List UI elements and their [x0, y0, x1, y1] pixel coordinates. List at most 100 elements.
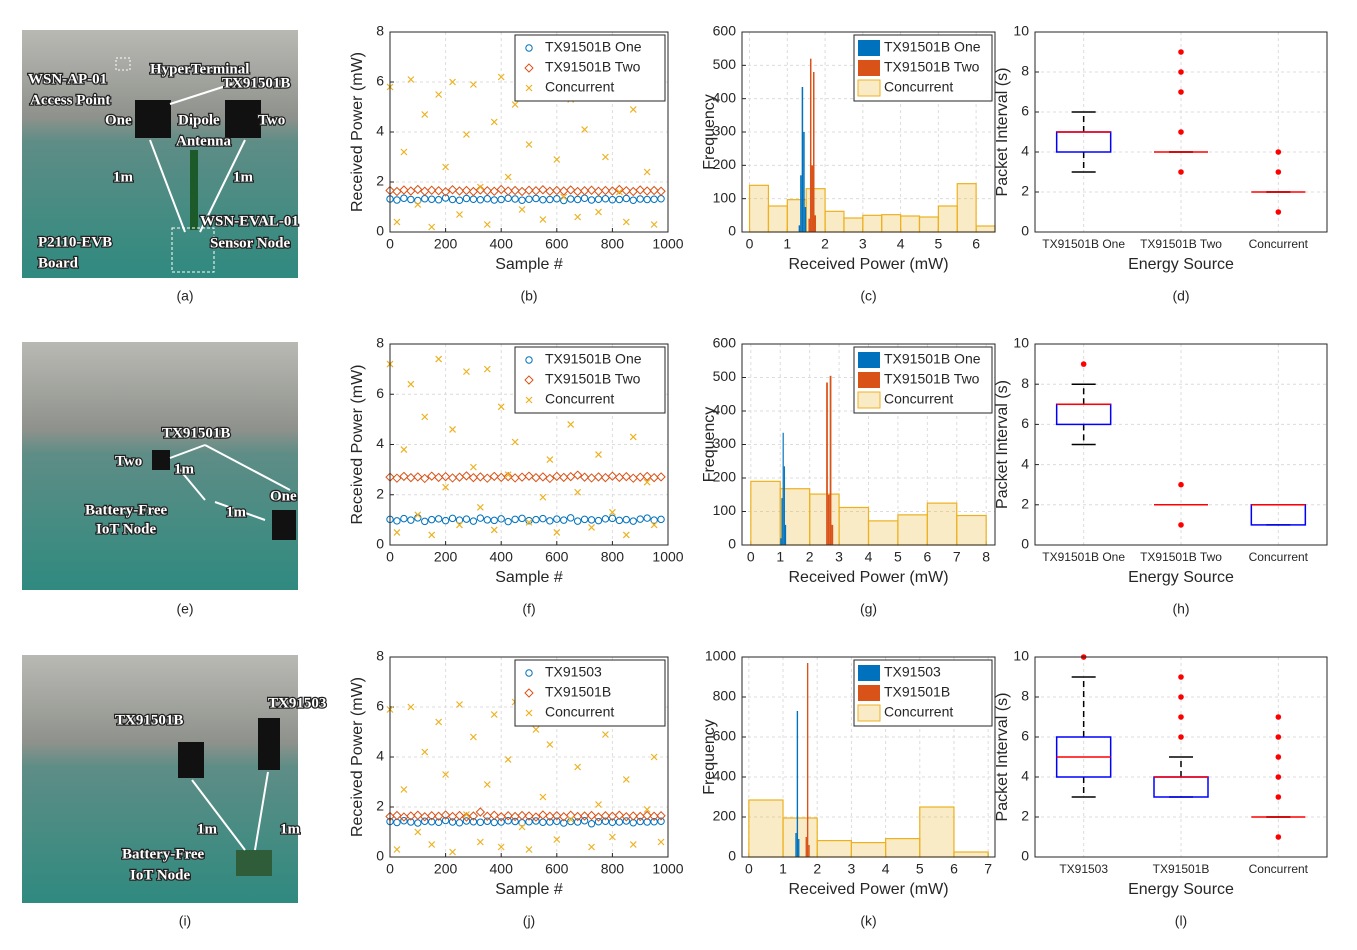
- legend-swatch: [857, 704, 881, 722]
- legend-box: [514, 659, 666, 727]
- point: [400, 786, 408, 793]
- point: [518, 206, 526, 213]
- point: [406, 811, 416, 821]
- point: [595, 801, 602, 808]
- point: [573, 517, 582, 525]
- x-tick-label: 1000: [652, 861, 683, 877]
- bar: [795, 833, 797, 857]
- point: [447, 473, 458, 483]
- legend-label: TX91501B: [545, 684, 611, 700]
- legend-label: TX91501B: [884, 684, 950, 700]
- photo-label: Battery-Free: [85, 502, 168, 518]
- x-tick-label: TX91501B Two: [1140, 550, 1222, 564]
- point: [615, 516, 624, 525]
- axes-frame: [389, 343, 669, 546]
- x-tick-label: 800: [601, 236, 625, 252]
- point: [560, 819, 568, 827]
- point: [629, 106, 637, 113]
- point: [406, 186, 416, 196]
- y-tick-label: 800: [713, 688, 737, 704]
- y-tick-label: 6: [376, 385, 384, 401]
- bar: [801, 87, 804, 232]
- photo-label: HyperTerminal: [150, 61, 249, 77]
- point: [538, 810, 548, 820]
- point: [511, 195, 519, 203]
- point: [622, 776, 630, 783]
- x-tick-label: 200: [434, 236, 458, 252]
- point: [442, 163, 450, 171]
- point: [510, 473, 520, 483]
- point: [642, 810, 652, 821]
- x-tick-label: 8: [982, 549, 990, 565]
- point: [511, 817, 519, 826]
- x-axis-label: Sample #: [495, 256, 563, 273]
- bar: [800, 175, 802, 232]
- point: [449, 78, 456, 86]
- x-tick-label: 200: [434, 861, 458, 877]
- legend-swatch: [858, 352, 880, 368]
- legend-label: Concurrent: [545, 704, 614, 720]
- point: [531, 472, 541, 483]
- x-tick-label: 400: [490, 549, 514, 565]
- y-tick-label: 4: [376, 123, 384, 139]
- point: [476, 514, 485, 522]
- point: [435, 91, 443, 98]
- point: [483, 195, 491, 203]
- point: [462, 515, 471, 523]
- y-axis-label: Packet Interval (s): [994, 68, 1011, 197]
- point: [649, 811, 659, 821]
- photo-label: IoT Node: [96, 521, 156, 537]
- point: [456, 211, 463, 218]
- photo-label: 1m: [174, 461, 195, 477]
- x-tick-label: 5: [894, 549, 902, 565]
- legend-label: TX91501B One: [545, 39, 642, 55]
- legend-box: [514, 346, 666, 414]
- point: [594, 516, 603, 525]
- point: [552, 185, 562, 196]
- bar: [811, 165, 813, 232]
- x-axis-label: Energy Source: [1128, 569, 1234, 586]
- x-tick-label: TX91503: [1059, 862, 1108, 876]
- point: [565, 471, 576, 482]
- y-tick-label: 200: [713, 808, 737, 824]
- x-tick-label: 1: [779, 861, 787, 877]
- y-tick-label: 0: [1021, 536, 1029, 552]
- x-tick-label: Concurrent: [1249, 237, 1309, 251]
- point: [504, 471, 512, 479]
- arrow: [169, 444, 291, 521]
- point: [629, 841, 637, 848]
- legend-label: TX91501B Two: [545, 59, 641, 75]
- point: [468, 472, 479, 483]
- photo-label: 1m: [113, 169, 134, 185]
- point: [538, 472, 548, 482]
- point: [572, 811, 583, 822]
- point: [490, 526, 498, 534]
- point: [593, 472, 604, 482]
- bar: [782, 432, 784, 545]
- bar: [750, 480, 781, 546]
- point: [421, 111, 429, 118]
- flier: [1275, 169, 1282, 175]
- caption: (l): [1175, 913, 1187, 929]
- point: [421, 517, 429, 526]
- flier: [1275, 754, 1282, 760]
- x-tick-label: 3: [835, 549, 843, 565]
- point: [602, 153, 609, 161]
- point: [539, 493, 547, 501]
- x-tick-label: 800: [601, 549, 625, 565]
- legend-label: Concurrent: [545, 79, 614, 95]
- point: [428, 223, 436, 231]
- x-tick-label: 6: [972, 236, 980, 252]
- point: [649, 185, 659, 196]
- point: [614, 810, 625, 820]
- point: [643, 806, 651, 813]
- legend-swatch: [857, 79, 881, 97]
- point: [600, 185, 611, 196]
- point: [524, 63, 534, 73]
- y-tick-label: 8: [1021, 688, 1029, 704]
- bar: [975, 225, 996, 233]
- bar: [918, 216, 939, 233]
- bar: [827, 494, 830, 545]
- point: [525, 709, 533, 717]
- legend-swatch: [858, 685, 880, 701]
